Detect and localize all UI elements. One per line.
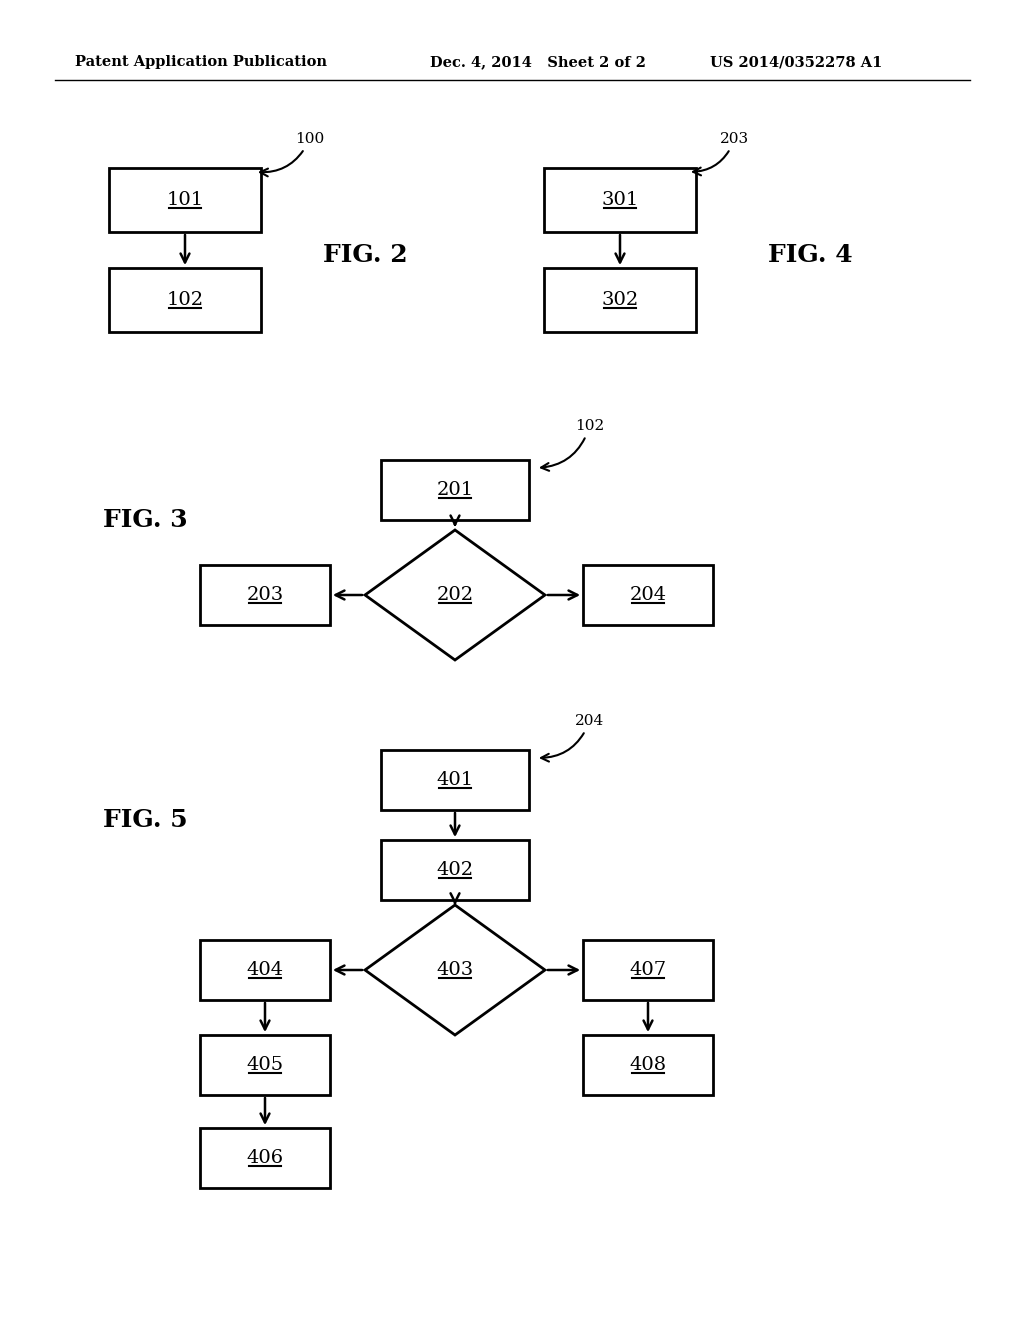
Polygon shape <box>365 531 545 660</box>
Bar <box>583 940 713 1001</box>
Text: 203: 203 <box>693 132 750 176</box>
Text: 203: 203 <box>247 586 284 605</box>
Text: 102: 102 <box>167 290 204 309</box>
Bar <box>583 565 713 624</box>
Text: Dec. 4, 2014   Sheet 2 of 2: Dec. 4, 2014 Sheet 2 of 2 <box>430 55 646 69</box>
Text: 404: 404 <box>247 961 284 979</box>
Bar <box>109 268 261 333</box>
Bar <box>544 168 696 232</box>
Text: FIG. 2: FIG. 2 <box>323 243 408 267</box>
Text: FIG. 5: FIG. 5 <box>102 808 187 832</box>
Polygon shape <box>365 906 545 1035</box>
Text: 204: 204 <box>630 586 667 605</box>
Text: Patent Application Publication: Patent Application Publication <box>75 55 327 69</box>
Text: 408: 408 <box>630 1056 667 1074</box>
Bar <box>583 1035 713 1096</box>
Text: 407: 407 <box>630 961 667 979</box>
Text: 402: 402 <box>436 861 473 879</box>
Bar <box>381 459 529 520</box>
Text: 301: 301 <box>601 191 639 209</box>
Text: 401: 401 <box>436 771 473 789</box>
Text: 403: 403 <box>436 961 474 979</box>
Text: FIG. 3: FIG. 3 <box>102 508 187 532</box>
Text: 302: 302 <box>601 290 639 309</box>
Text: US 2014/0352278 A1: US 2014/0352278 A1 <box>710 55 883 69</box>
Text: FIG. 4: FIG. 4 <box>768 243 852 267</box>
Text: 201: 201 <box>436 480 473 499</box>
Text: 202: 202 <box>436 586 473 605</box>
Bar <box>381 750 529 810</box>
Text: 405: 405 <box>247 1056 284 1074</box>
Bar <box>200 940 330 1001</box>
Bar <box>544 268 696 333</box>
Bar <box>200 1035 330 1096</box>
Text: 102: 102 <box>541 418 604 471</box>
Text: 204: 204 <box>541 714 604 762</box>
Text: 100: 100 <box>260 132 325 177</box>
Bar <box>109 168 261 232</box>
Bar <box>200 1129 330 1188</box>
Text: 101: 101 <box>167 191 204 209</box>
Text: 406: 406 <box>247 1148 284 1167</box>
Bar <box>381 840 529 900</box>
Bar <box>200 565 330 624</box>
